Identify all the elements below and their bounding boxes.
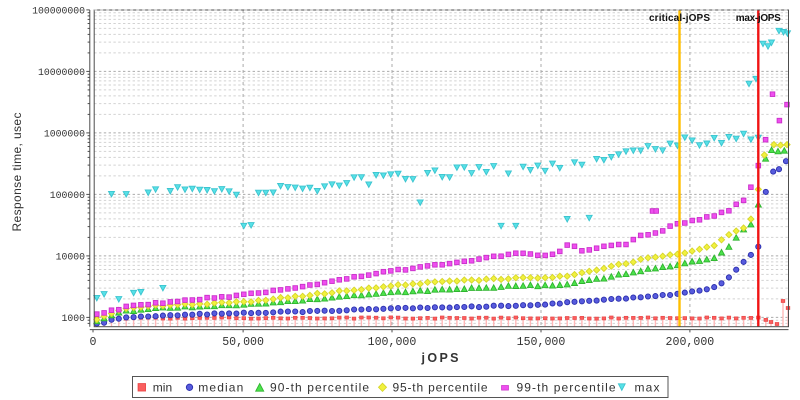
svg-text:0: 0 bbox=[90, 336, 97, 349]
svg-text:100,000: 100,000 bbox=[368, 336, 417, 349]
svg-text:200,000: 200,000 bbox=[666, 336, 715, 349]
svg-text:1000000: 1000000 bbox=[44, 129, 85, 140]
svg-text:10000000: 10000000 bbox=[38, 67, 85, 78]
svg-text:90-th percentile: 90-th percentile bbox=[270, 381, 369, 395]
svg-text:95-th percentile: 95-th percentile bbox=[393, 381, 488, 395]
svg-text:100000000: 100000000 bbox=[32, 6, 85, 17]
svg-text:10000: 10000 bbox=[56, 252, 86, 263]
svg-text:median: median bbox=[198, 381, 243, 395]
svg-text:max: max bbox=[635, 381, 660, 395]
svg-text:Response time, usec: Response time, usec bbox=[10, 113, 24, 232]
svg-text:100000: 100000 bbox=[50, 190, 85, 201]
svg-text:99-th percentile: 99-th percentile bbox=[517, 381, 616, 395]
svg-text:1000: 1000 bbox=[61, 313, 85, 324]
svg-text:150,000: 150,000 bbox=[517, 336, 566, 349]
svg-text:min: min bbox=[153, 381, 172, 395]
svg-text:critical-jOPS: critical-jOPS bbox=[649, 13, 710, 24]
svg-text:max-jOPS: max-jOPS bbox=[736, 13, 781, 24]
svg-text:50,000: 50,000 bbox=[222, 336, 264, 349]
